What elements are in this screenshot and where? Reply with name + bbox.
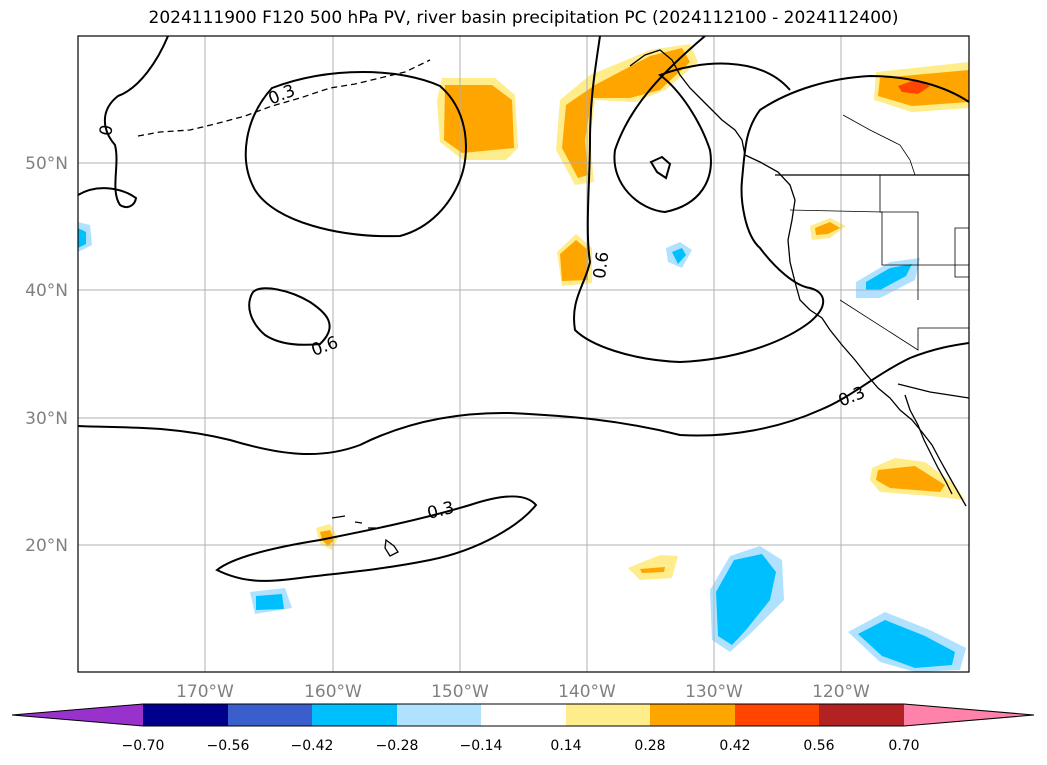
canada-provinces: [842, 114, 916, 176]
pv-contour: [248, 287, 331, 346]
state-border: [789, 209, 969, 266]
colorbar-extension-high: [904, 704, 1034, 726]
colorbar-tick-label: −0.14: [460, 738, 503, 754]
precip-positive-peak: [898, 80, 930, 94]
pv-contour: [649, 155, 672, 180]
colorbar-tick-label: −0.42: [291, 738, 334, 754]
colorbar-tick-label: 0.28: [634, 738, 665, 754]
lon-label: 150°W: [431, 682, 489, 702]
aleutian-islands: [137, 59, 431, 137]
precip-positive-core: [560, 240, 588, 281]
pv-contour: [573, 36, 969, 364]
lon-label: 130°W: [685, 682, 743, 702]
precip-positive-core: [444, 85, 514, 153]
precip-negative-core: [858, 620, 955, 668]
precip-negative-core: [672, 248, 686, 264]
lon-label: 140°W: [558, 682, 616, 702]
graticule: [78, 36, 969, 672]
lat-label: 50°N: [25, 154, 68, 174]
pv-contours: [78, 36, 969, 582]
precip-negative-core: [866, 264, 912, 290]
precip-positive-area: [628, 555, 678, 580]
colorbar-segment: [228, 704, 312, 726]
precip-negative-core: [78, 228, 86, 248]
colorbar-segment: [312, 704, 397, 726]
colorbar-tick-label: 0.42: [719, 738, 750, 754]
lat-label: 30°N: [25, 409, 68, 429]
colorbar-segment: [143, 704, 228, 726]
latitude-labels: 50°N 40°N 30°N 20°N: [25, 154, 68, 556]
colorbar-segment: [566, 704, 650, 726]
colorbar-segment: [735, 704, 819, 726]
pv-contour: [215, 495, 538, 582]
colorbar-tick-label: −0.56: [207, 738, 250, 754]
lat-label: 40°N: [25, 281, 68, 301]
colorbar-tick-label: 0.14: [550, 738, 581, 754]
state-border: [839, 299, 969, 351]
colorbar-segment: [481, 704, 566, 726]
colorbar-extension-low: [12, 704, 143, 726]
precip-positive-core: [815, 222, 840, 235]
colorbar-outline: [11, 703, 1035, 727]
lat-label: 20°N: [25, 536, 68, 556]
pv-contour: [78, 36, 169, 208]
lon-label: 120°W: [812, 682, 870, 702]
contour-label: 0: [96, 123, 118, 137]
precip-negative-core: [256, 594, 284, 610]
coastlines: [137, 49, 969, 557]
contour-label: 0.6: [590, 250, 614, 280]
precip-positive-core: [640, 567, 665, 573]
map-frame: [77, 35, 970, 673]
pv-contour: [244, 71, 467, 238]
precip-shading: [78, 44, 969, 672]
map-title: 2024111900 F120 500 hPa PV, river basin …: [148, 8, 899, 28]
colorbar-tick-label: −0.28: [376, 738, 419, 754]
hawaii-islands: [331, 515, 399, 557]
colorbar-segment: [819, 704, 904, 726]
colorbar-segment: [650, 704, 735, 726]
baja-peninsula: [904, 394, 953, 495]
colorbar-segments: [11, 703, 1035, 727]
pv-contour: [78, 342, 969, 456]
colorbar-tick-label: 0.70: [888, 738, 919, 754]
state-border: [879, 175, 919, 300]
colorbar-tick-label: 0.56: [803, 738, 834, 754]
state-border: [954, 227, 969, 278]
colorbar-tick-label: −0.70: [122, 738, 165, 754]
us-mexico-border: [897, 383, 969, 399]
longitude-labels: 170°W 160°W 150°W 140°W 130°W 120°W: [176, 682, 870, 702]
colorbar-ticks: −0.70 −0.56 −0.42 −0.28 −0.14 0.14 0.28 …: [122, 738, 920, 754]
precip-positive-core: [876, 466, 945, 492]
precip-negative-core: [716, 554, 776, 645]
colorbar-segment: [397, 704, 481, 726]
colorbar: −0.70 −0.56 −0.42 −0.28 −0.14 0.14 0.28 …: [11, 703, 1035, 754]
alaska-coast: [629, 49, 967, 507]
pv-contour: [613, 36, 791, 214]
lon-label: 170°W: [176, 682, 234, 702]
map-area: [78, 36, 969, 672]
lon-label: 160°W: [304, 682, 362, 702]
